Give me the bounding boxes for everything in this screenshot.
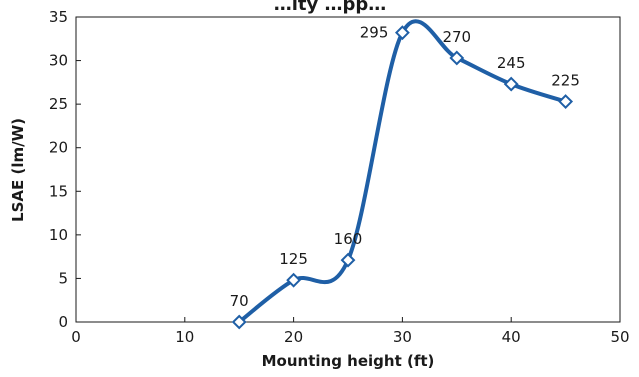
data-point-marker	[449, 50, 465, 66]
data-labels: 70 125 160 295 270 245 225	[230, 24, 580, 310]
y-tick-label: 10	[49, 226, 68, 244]
y-tick-label: 25	[49, 95, 68, 113]
y-axis-title: LSAE (lm/W)	[9, 118, 27, 222]
plot-frame	[75, 16, 621, 323]
data-label: 295	[360, 24, 389, 42]
y-tick-label: 5	[58, 269, 68, 287]
data-point-marker	[394, 25, 410, 41]
data-point-marker	[231, 314, 247, 330]
data-label: 70	[230, 292, 249, 310]
data-label: 225	[551, 72, 580, 90]
y-axis: 0 5 10 15 20 25 30 35	[49, 8, 81, 331]
data-point-marker	[340, 252, 356, 268]
x-tick-label: 30	[393, 328, 412, 346]
x-axis-title: Mounting height (ft)	[262, 352, 435, 370]
x-tick-label: 40	[502, 328, 521, 346]
x-tick-label: 20	[284, 328, 303, 346]
data-point-marker	[558, 94, 574, 109]
x-tick-label: 0	[71, 328, 81, 346]
data-point-marker	[286, 272, 302, 288]
data-label: 125	[279, 250, 308, 268]
y-tick-label: 35	[49, 8, 68, 26]
y-tick-label: 20	[49, 139, 68, 157]
x-axis: 0 10 20 30 40 50	[71, 317, 630, 346]
x-tick-label: 10	[175, 328, 194, 346]
data-point-marker	[503, 76, 519, 92]
chart-title: …ity …pp…	[274, 0, 387, 15]
y-tick-label: 15	[49, 182, 68, 200]
y-tick-label: 30	[49, 52, 68, 70]
x-tick-label: 50	[610, 328, 629, 346]
data-label: 160	[334, 230, 363, 248]
data-label: 270	[442, 28, 471, 46]
y-tick-label: 0	[58, 313, 68, 331]
series-markers	[231, 25, 574, 330]
data-label: 245	[497, 54, 526, 72]
